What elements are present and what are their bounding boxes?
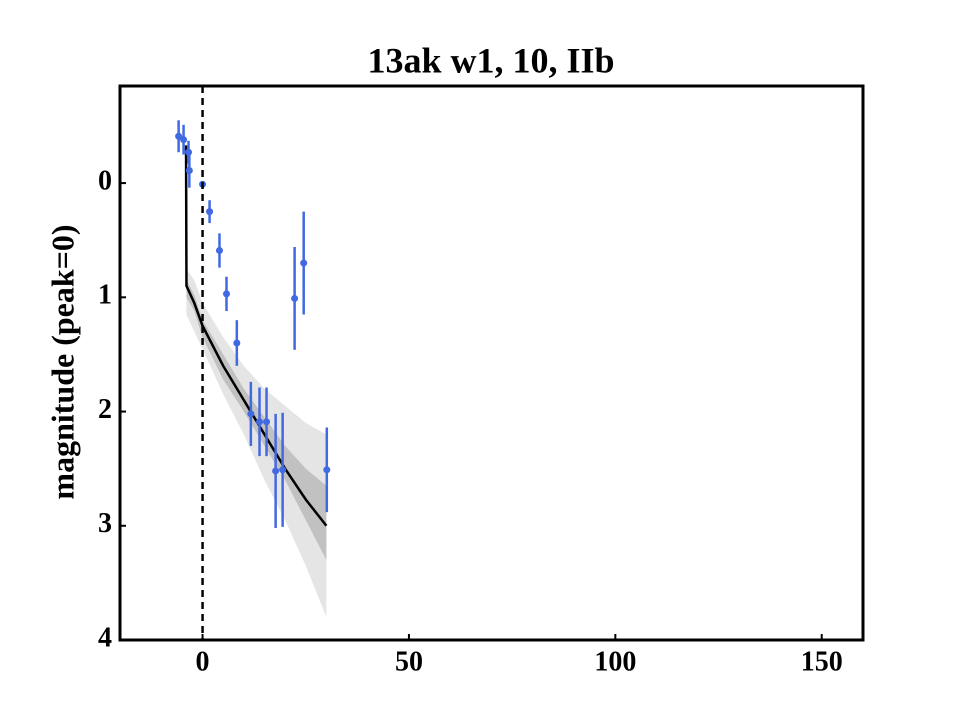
plot-frame (118, 84, 865, 642)
outer-band (186, 114, 327, 618)
y-tick-label: 4 (98, 622, 112, 653)
data-point (291, 294, 299, 302)
data-point (175, 132, 183, 140)
data-point (256, 418, 264, 426)
data-point (272, 467, 280, 475)
x-tick-label: 150 (801, 646, 843, 677)
model-line (184, 145, 328, 527)
data-point (300, 259, 308, 267)
data-point (233, 339, 241, 347)
data-point (279, 466, 287, 474)
x-tick-label: 100 (594, 646, 636, 677)
x-tick-label: 50 (395, 646, 423, 677)
data-point (323, 466, 331, 474)
chart-title: 13ak w1, 10, IIb (367, 40, 614, 80)
x-tick-label: 0 (196, 646, 210, 677)
y-tick-label: 3 (98, 508, 112, 539)
y-axis-label: magnitude (peak=0) (44, 224, 80, 499)
data-point (215, 246, 223, 254)
y-tick-label: 0 (98, 166, 112, 197)
data-point (206, 208, 214, 216)
data-point (185, 167, 193, 175)
inner-band (186, 131, 327, 561)
data-point (180, 136, 188, 144)
data-point (263, 418, 271, 426)
y-tick-label: 2 (98, 394, 112, 425)
data-point (247, 410, 255, 418)
data-point (222, 290, 230, 298)
y-tick-label: 1 (98, 280, 112, 311)
